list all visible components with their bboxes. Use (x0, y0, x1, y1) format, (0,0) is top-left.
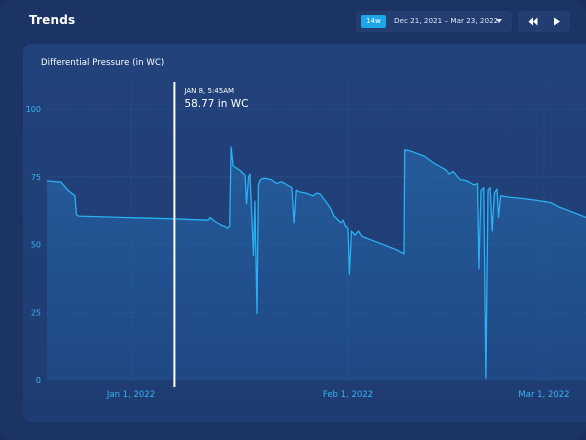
y-tick-label: 100 (26, 105, 41, 114)
y-tick-label: 0 (36, 376, 41, 385)
y-tick-label: 25 (31, 308, 41, 317)
date-range-label: Dec 21, 2021 – Mar 23, 2022 (394, 16, 499, 25)
tooltip-value: 58.77 in WC (184, 98, 248, 110)
x-tick-label: Feb 1, 2022 (323, 390, 373, 400)
x-tick-label: Jan 1, 2022 (106, 390, 155, 400)
date-range-selector[interactable]: 14w Dec 21, 2021 – Mar 23, 2022 (356, 11, 512, 32)
series-line (46, 146, 586, 380)
y-tick-label: 50 (31, 241, 41, 250)
rewind-icon (528, 17, 538, 26)
x-tick-label: Mar 1, 2022 (518, 390, 569, 400)
page-title: Trends (29, 13, 76, 27)
trend-chart[interactable]: JAN 8, 5:45AM 58.77 in WC 0 25 50 75 100 Jan 1… (23, 44, 586, 422)
chart-panel: Differential Pressure (in WC) JAN 8, 5:4… (23, 44, 586, 422)
y-tick-label: 75 (31, 173, 41, 182)
play-button[interactable] (545, 14, 567, 29)
tooltip-time: JAN 8, 5:45AM (183, 87, 234, 95)
header-bar: Trends 14w Dec 21, 2021 – Mar 23, 2022 (0, 0, 586, 44)
playback-controls (518, 11, 570, 32)
chart-title: Differential Pressure (in WC) (41, 58, 165, 68)
play-icon (554, 17, 560, 26)
chevron-down-icon[interactable] (496, 19, 502, 23)
rewind-button[interactable] (522, 14, 544, 29)
range-preset-chip[interactable]: 14w (361, 15, 386, 28)
series-area (47, 147, 586, 380)
